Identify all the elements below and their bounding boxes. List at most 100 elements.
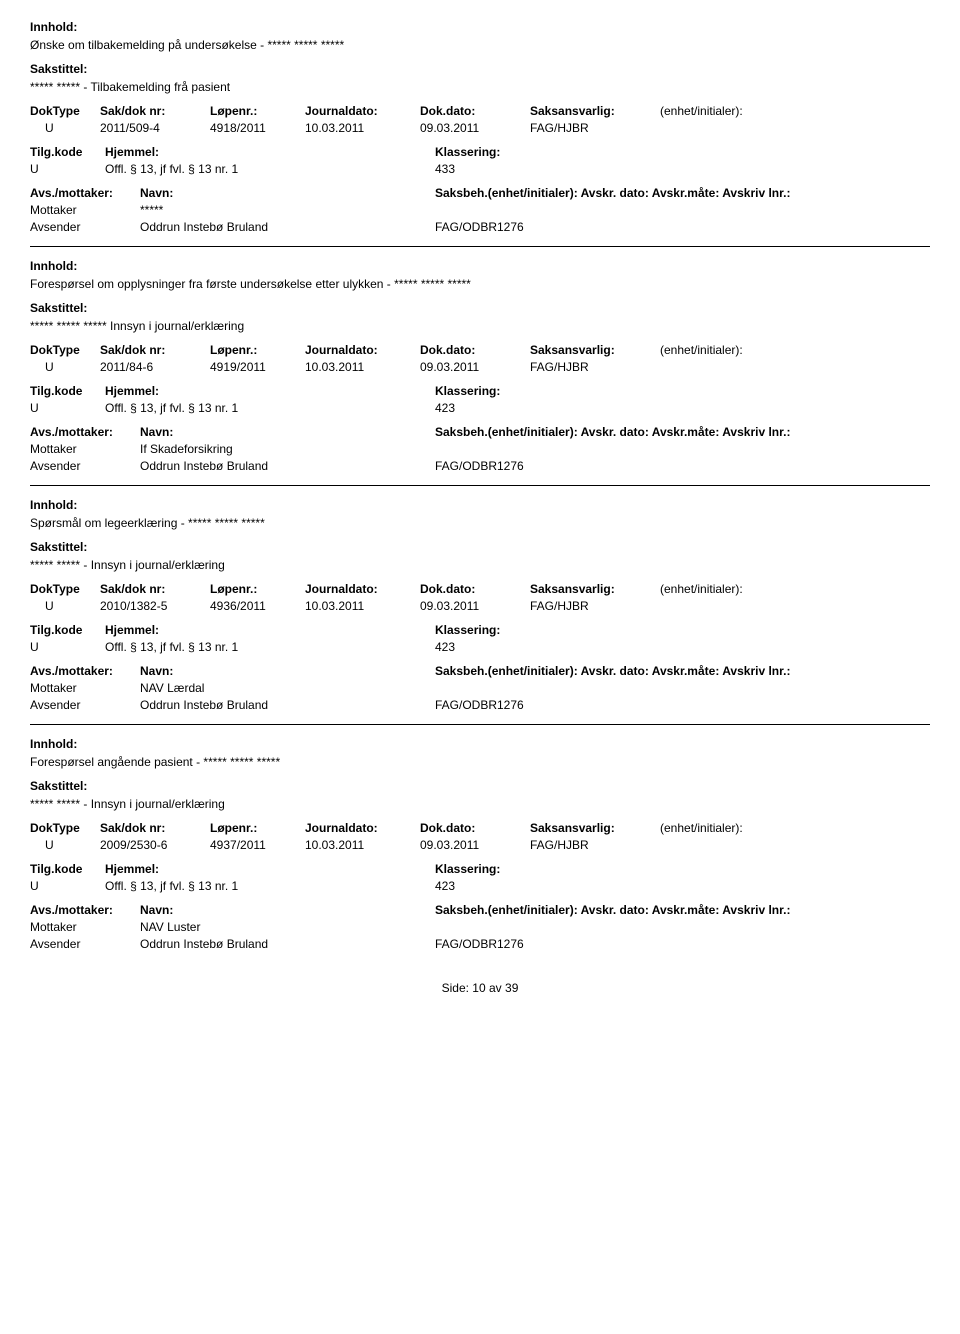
dokdato-value: 09.03.2011 [420,121,530,135]
klassering-header: Klassering: [435,862,635,876]
dokdato-value: 09.03.2011 [420,599,530,613]
sakdok-header: Sak/dok nr: [100,104,210,118]
tilgkode-value: U [30,401,105,415]
tilgkode-header: Tilg.kode [30,145,105,159]
innhold-value: Forespørsel angående pasient - ***** ***… [30,755,930,769]
saksansvarlig-header: Saksansvarlig: [530,343,660,357]
saksbeh-header: Saksbeh.(enhet/initialer): Avskr. dato: … [435,664,915,678]
journaldato-value: 10.03.2011 [305,121,420,135]
innhold-value: Ønske om tilbakemelding på undersøkelse … [30,38,930,52]
tilgkode-header: Tilg.kode [30,623,105,637]
journaldato-value: 10.03.2011 [305,599,420,613]
avsender-name: Oddrun Instebø Bruland [140,220,435,234]
navn-header: Navn: [140,903,435,917]
av-label: av [489,981,502,995]
avsender-code: FAG/ODBR1276 [435,937,635,951]
avsmottaker-header: Avs./mottaker: [30,903,140,917]
lopenr-header: Løpenr.: [210,104,305,118]
doktype-header: DokType [30,104,100,118]
mottaker-row: Mottaker If Skadeforsikring [30,442,930,456]
dokdato-header: Dok.dato: [420,821,530,835]
saksbeh-header: Saksbeh.(enhet/initialer): Avskr. dato: … [435,903,915,917]
tilg-header-row: Tilg.kode Hjemmel: Klassering: [30,862,930,876]
sakdok-value: 2011/509-4 [100,121,210,135]
dokdato-header: Dok.dato: [420,582,530,596]
saksansvarlig-header: Saksansvarlig: [530,582,660,596]
record-separator [30,724,930,725]
tilg-data-row: U Offl. § 13, jf fvl. § 13 nr. 1 423 [30,401,930,415]
sakstittel-label: Sakstittel: [30,301,930,315]
saksansvarlig-value: FAG/HJBR [530,838,660,852]
meta-header-row: DokType Sak/dok nr: Løpenr.: Journaldato… [30,104,930,118]
page-footer: Side: 10 av 39 [30,981,930,995]
tilgkode-value: U [30,640,105,654]
sakdok-value: 2009/2530-6 [100,838,210,852]
klassering-header: Klassering: [435,145,635,159]
dokdato-value: 09.03.2011 [420,838,530,852]
innhold-value: Spørsmål om legeerklæring - ***** ***** … [30,516,930,530]
doktype-header: DokType [30,582,100,596]
innhold-label: Innhold: [30,498,930,512]
innhold-value: Forespørsel om opplysninger fra første u… [30,277,930,291]
dokdato-value: 09.03.2011 [420,360,530,374]
navn-header: Navn: [140,425,435,439]
lopenr-value: 4936/2011 [210,599,305,613]
lopenr-header: Løpenr.: [210,582,305,596]
avsender-code: FAG/ODBR1276 [435,698,635,712]
klassering-value: 423 [435,401,635,415]
page-number: 10 [472,981,485,995]
avs-header-row: Avs./mottaker: Navn: Saksbeh.(enhet/init… [30,425,930,439]
mottaker-label: Mottaker [30,442,140,456]
mottaker-name: NAV Luster [140,920,435,934]
hjemmel-header: Hjemmel: [105,145,435,159]
sakdok-value: 2010/1382-5 [100,599,210,613]
saksansvarlig-value: FAG/HJBR [530,121,660,135]
mottaker-label: Mottaker [30,681,140,695]
avsmottaker-header: Avs./mottaker: [30,425,140,439]
doktype-header: DokType [30,343,100,357]
saksansvarlig-header: Saksansvarlig: [530,821,660,835]
saksansvarlig-header: Saksansvarlig: [530,104,660,118]
side-label: Side: [442,981,469,995]
doktype-value: U [30,360,100,374]
sakstittel-label: Sakstittel: [30,540,930,554]
journaldato-header: Journaldato: [305,582,420,596]
avsmottaker-header: Avs./mottaker: [30,186,140,200]
record-separator [30,485,930,486]
klassering-value: 433 [435,162,635,176]
hjemmel-header: Hjemmel: [105,384,435,398]
tilgkode-header: Tilg.kode [30,384,105,398]
avsender-code: FAG/ODBR1276 [435,459,635,473]
tilg-header-row: Tilg.kode Hjemmel: Klassering: [30,623,930,637]
journal-record: Innhold: Ønske om tilbakemelding på unde… [30,20,930,234]
tilg-data-row: U Offl. § 13, jf fvl. § 13 nr. 1 433 [30,162,930,176]
avsender-label: Avsender [30,698,140,712]
hjemmel-value: Offl. § 13, jf fvl. § 13 nr. 1 [105,401,435,415]
avs-header-row: Avs./mottaker: Navn: Saksbeh.(enhet/init… [30,664,930,678]
lopenr-header: Løpenr.: [210,343,305,357]
hjemmel-header: Hjemmel: [105,862,435,876]
dokdato-header: Dok.dato: [420,104,530,118]
doktype-value: U [30,121,100,135]
innhold-label: Innhold: [30,737,930,751]
avsender-label: Avsender [30,220,140,234]
avsender-name: Oddrun Instebø Bruland [140,698,435,712]
doktype-value: U [30,838,100,852]
navn-header: Navn: [140,664,435,678]
sakstittel-value: ***** ***** - Tilbakemelding frå pasient [30,80,930,94]
avsender-name: Oddrun Instebø Bruland [140,459,435,473]
sakdok-header: Sak/dok nr: [100,582,210,596]
tilgkode-value: U [30,879,105,893]
tilgkode-value: U [30,162,105,176]
enhet-header: (enhet/initialer): [660,104,810,118]
tilg-header-row: Tilg.kode Hjemmel: Klassering: [30,145,930,159]
meta-data-row: U 2009/2530-6 4937/2011 10.03.2011 09.03… [30,838,930,852]
klassering-value: 423 [435,640,635,654]
enhet-header: (enhet/initialer): [660,582,810,596]
meta-header-row: DokType Sak/dok nr: Løpenr.: Journaldato… [30,343,930,357]
klassering-value: 423 [435,879,635,893]
avs-header-row: Avs./mottaker: Navn: Saksbeh.(enhet/init… [30,903,930,917]
journal-record: Innhold: Spørsmål om legeerklæring - ***… [30,498,930,712]
journaldato-value: 10.03.2011 [305,360,420,374]
journaldato-header: Journaldato: [305,821,420,835]
